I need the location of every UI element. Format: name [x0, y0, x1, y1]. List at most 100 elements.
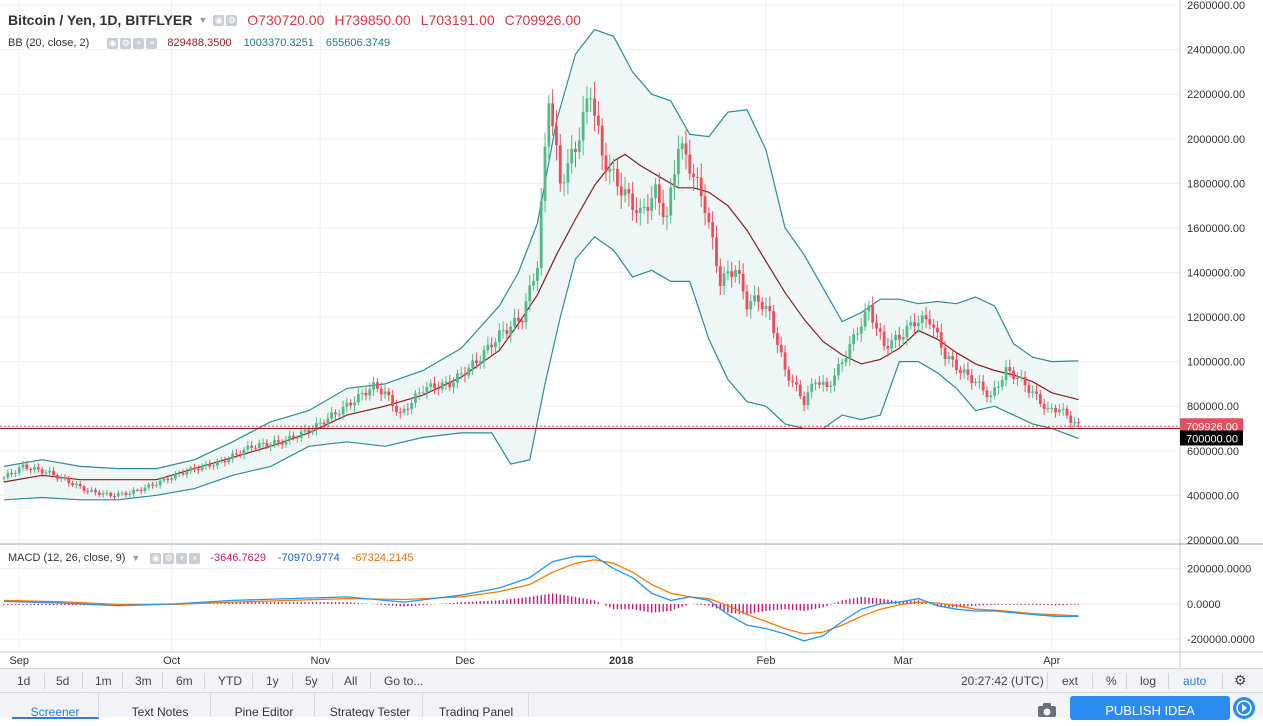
candle-body: [158, 480, 162, 486]
candle-body: [528, 285, 532, 302]
candle-body: [78, 483, 82, 487]
divider: [1168, 673, 1169, 689]
level-tag: [1180, 430, 1243, 446]
candle-body: [372, 382, 375, 390]
settings-icon[interactable]: ⚙: [226, 14, 238, 26]
candle-body: [6, 473, 10, 478]
candle-body: [852, 334, 856, 345]
candle-body: [947, 356, 951, 359]
close-icon[interactable]: ×: [146, 37, 158, 49]
settings-icon[interactable]: ⚙: [163, 552, 175, 564]
candle-body: [490, 344, 494, 348]
range-5y-button[interactable]: 5y: [305, 674, 318, 688]
range-5d-button[interactable]: 5d: [56, 674, 70, 688]
candle-body: [859, 326, 863, 334]
range-1y-button[interactable]: 1y: [266, 674, 279, 688]
candle-body: [623, 189, 627, 196]
candle-body: [269, 444, 273, 447]
candle-body: [600, 125, 604, 156]
candle-body: [94, 489, 97, 493]
publish-arrow-icon[interactable]: [1233, 697, 1255, 719]
range-1d-button[interactable]: 1d: [17, 674, 31, 688]
candle-body: [680, 143, 684, 149]
candle-body: [254, 447, 257, 449]
candle-body: [181, 473, 185, 475]
candle-body: [429, 383, 433, 387]
candle-body: [417, 392, 421, 394]
candle-body: [577, 140, 581, 153]
divider: [370, 673, 371, 689]
candle-body: [63, 477, 67, 479]
candle-body: [299, 431, 303, 438]
more-icon[interactable]: +: [133, 37, 145, 49]
candle-body: [326, 418, 330, 425]
range-ytd-button[interactable]: YTD: [218, 674, 242, 688]
candle-body: [848, 344, 852, 359]
candle-body: [616, 168, 619, 187]
y-tick-label: 2000000.00: [1187, 134, 1245, 146]
last-price-label: 709926.00: [1186, 421, 1238, 433]
candle-body: [36, 467, 40, 470]
tab-trading-panel[interactable]: Trading Panel: [424, 693, 529, 717]
goto-date-button[interactable]: Go to...: [384, 674, 424, 688]
candle-body: [654, 184, 657, 199]
candle-body: [48, 470, 52, 473]
candle-body: [589, 98, 593, 100]
candle-body: [585, 98, 589, 113]
camera-icon[interactable]: [1037, 703, 1057, 717]
range-3m-button[interactable]: 3m: [135, 674, 152, 688]
eye-icon[interactable]: ◉: [150, 552, 162, 564]
publish-idea-button[interactable]: PUBLISH IDEA: [1070, 696, 1230, 720]
range-1m-button[interactable]: 1m: [95, 674, 112, 688]
candle-body: [414, 393, 417, 403]
candle-body: [1069, 415, 1073, 423]
range-6m-button[interactable]: 6m: [176, 674, 193, 688]
ext-toggle[interactable]: ext: [1062, 674, 1079, 688]
eye-icon[interactable]: ◉: [213, 14, 225, 26]
settings-icon[interactable]: ⚙: [120, 37, 132, 49]
log-toggle[interactable]: log: [1140, 674, 1157, 688]
percent-toggle[interactable]: %: [1106, 674, 1117, 688]
candle-body: [208, 463, 212, 467]
candle-body: [387, 391, 391, 396]
tab-pine-editor[interactable]: Pine Editor: [214, 693, 315, 717]
main-legend: Bitcoin / Yen, 1D, BITFLYER ▼ ◉ ⚙ O730720…: [8, 12, 581, 28]
candle-body: [265, 442, 269, 447]
candle-body: [650, 198, 654, 211]
range-all-button[interactable]: All: [344, 674, 358, 688]
candle-body: [501, 330, 505, 332]
candle-body: [425, 386, 429, 393]
gear-icon[interactable]: ⚙: [1234, 672, 1247, 688]
candle-body: [635, 210, 638, 214]
candle-body: [901, 337, 905, 340]
candle-body: [497, 330, 501, 343]
more-icon[interactable]: +: [176, 552, 188, 564]
symbol-title[interactable]: Bitcoin / Yen, 1D, BITFLYER: [8, 12, 193, 28]
macd-title[interactable]: MACD (12, 26, close, 9): [8, 552, 126, 564]
bb-title[interactable]: BB (20, close, 2): [8, 37, 90, 49]
tab-text-notes[interactable]: Text Notes: [110, 693, 211, 717]
tab-strategy-tester[interactable]: Strategy Tester: [318, 693, 423, 717]
candle-body: [646, 206, 650, 211]
candle-body: [482, 350, 486, 362]
last-price-tag: [1180, 418, 1243, 434]
close-icon[interactable]: ×: [189, 552, 201, 564]
candle-body: [40, 469, 44, 474]
candle-body: [913, 322, 916, 327]
candle-body: [204, 463, 208, 466]
candle-body: [562, 182, 566, 184]
auto-toggle[interactable]: auto: [1183, 674, 1207, 688]
chevron-down-icon[interactable]: ▼: [131, 553, 141, 563]
candle-body: [833, 375, 836, 386]
bb-tools: ◉ ⚙ + ×: [107, 37, 158, 49]
candle-body: [951, 356, 955, 360]
candle-body: [74, 483, 78, 486]
candle-body: [867, 305, 871, 312]
divider: [1047, 673, 1048, 689]
chevron-down-icon[interactable]: ▼: [198, 15, 208, 25]
candle-body: [791, 380, 795, 383]
tab-screener[interactable]: Screener: [12, 693, 99, 719]
candle-body: [875, 322, 878, 329]
eye-icon[interactable]: ◉: [107, 37, 119, 49]
candle-body: [936, 327, 939, 333]
